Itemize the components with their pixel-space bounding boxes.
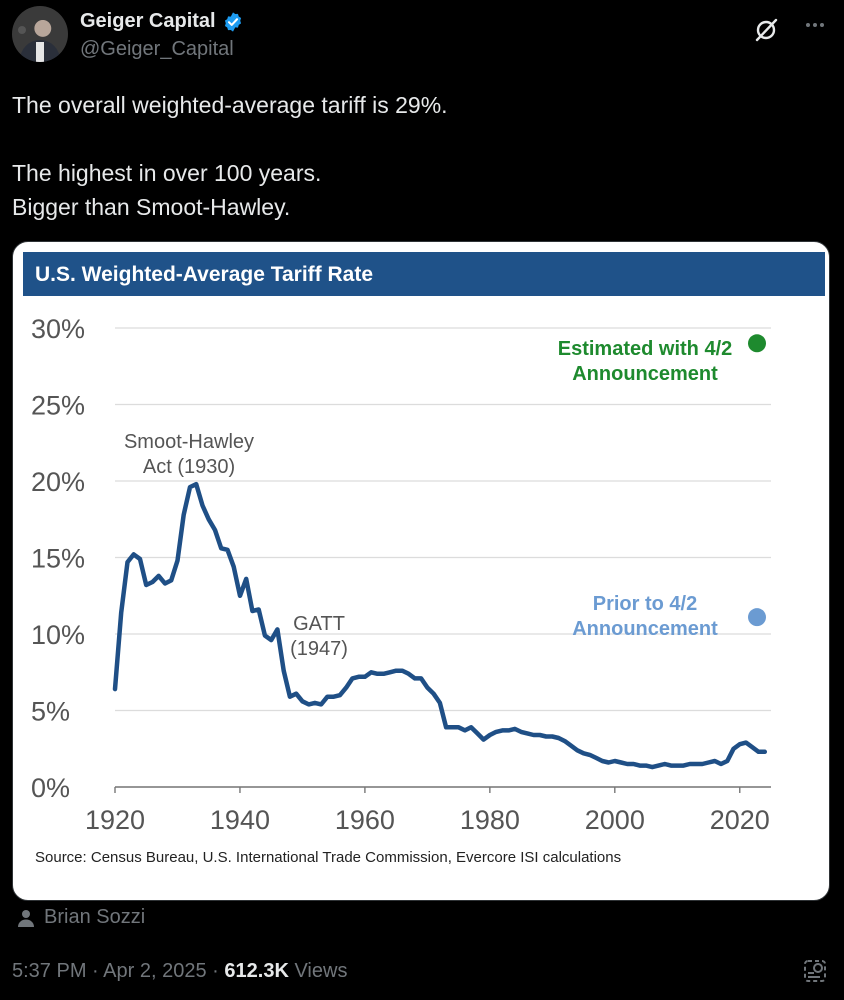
x-tick-label: 2020 [710, 805, 770, 835]
y-tick-label: 25% [31, 391, 85, 421]
gatt-label: (1947) [290, 638, 348, 660]
tariff-chart: U.S. Weighted-Average Tariff Rate 0% 5% 10%… [23, 252, 825, 866]
y-tick-label: 10% [31, 620, 85, 650]
x-tick-label: 1960 [335, 805, 395, 835]
x-tick-label: 1920 [85, 805, 145, 835]
prior-point [748, 608, 766, 627]
author-handle[interactable]: @Geiger_Capital [80, 38, 234, 60]
tagged-user-name: Brian Sozzi [44, 906, 146, 928]
x-tick-label: 1940 [210, 805, 270, 835]
tweet-line: Bigger than Smoot-Hawley. [12, 194, 291, 220]
microphone-shape [18, 26, 26, 34]
author-avatar[interactable] [12, 6, 68, 62]
more-options-icon[interactable] [804, 14, 826, 42]
author-name-row: Geiger Capital [80, 10, 244, 33]
tweet-date[interactable]: Apr 2, 2025 [103, 960, 207, 982]
y-tick-label: 5% [31, 697, 70, 727]
meta-separator: · [212, 960, 219, 982]
tweet-header: Geiger Capital @Geiger_Capital [12, 6, 832, 66]
tagged-users[interactable]: Brian Sozzi [16, 906, 145, 929]
x-tick-label: 2000 [585, 805, 645, 835]
avatar-shirt-shape [36, 42, 44, 62]
tweet-media-chart[interactable]: U.S. Weighted-Average Tariff Rate 0% 5% 10%… [12, 241, 830, 901]
ellipsis-icon [806, 23, 824, 27]
prior-label: Announcement [572, 618, 718, 640]
chart-source: Source: Census Bureau, U.S. Internationa… [35, 849, 621, 866]
x-tick-label: 1980 [460, 805, 520, 835]
estimated-point [748, 334, 766, 353]
chart-title: U.S. Weighted-Average Tariff Rate [35, 263, 373, 286]
tweet-text: The overall weighted-average tariff is 2… [12, 88, 812, 224]
tweet-time[interactable]: 5:37 PM [12, 960, 87, 982]
estimated-label: Estimated with 4/2 [558, 338, 733, 360]
author-display-name[interactable]: Geiger Capital [80, 10, 216, 32]
tweet-meta: 5:37 PM · Apr 2, 2025 · 612.3K Views [12, 960, 347, 983]
verified-badge-icon [224, 11, 241, 32]
views-label: Views [294, 960, 348, 982]
y-tick-label: 15% [31, 544, 85, 574]
tweet-line: The highest in over 100 years. [12, 160, 322, 186]
gatt-label: GATT [293, 613, 345, 635]
tariff-rate-line [112, 481, 768, 770]
prior-label: Prior to 4/2 [593, 593, 697, 615]
smoot-hawley-label: Act (1930) [143, 456, 235, 478]
tweet-line: The overall weighted-average tariff is 2… [12, 92, 448, 118]
y-tick-label: 0% [31, 773, 70, 803]
tweet-blank-line [12, 122, 812, 156]
chart-title-banner [23, 252, 825, 296]
meta-separator: · [92, 960, 99, 982]
y-tick-label: 30% [31, 314, 85, 344]
estimated-label: Announcement [572, 363, 718, 385]
analytics-icon[interactable] [802, 958, 828, 984]
y-tick-label: 20% [31, 467, 85, 497]
grok-icon[interactable] [752, 16, 780, 44]
views-count: 612.3K [224, 960, 289, 982]
smoot-hawley-label: Smoot-Hawley [124, 431, 254, 453]
person-icon [18, 909, 34, 927]
